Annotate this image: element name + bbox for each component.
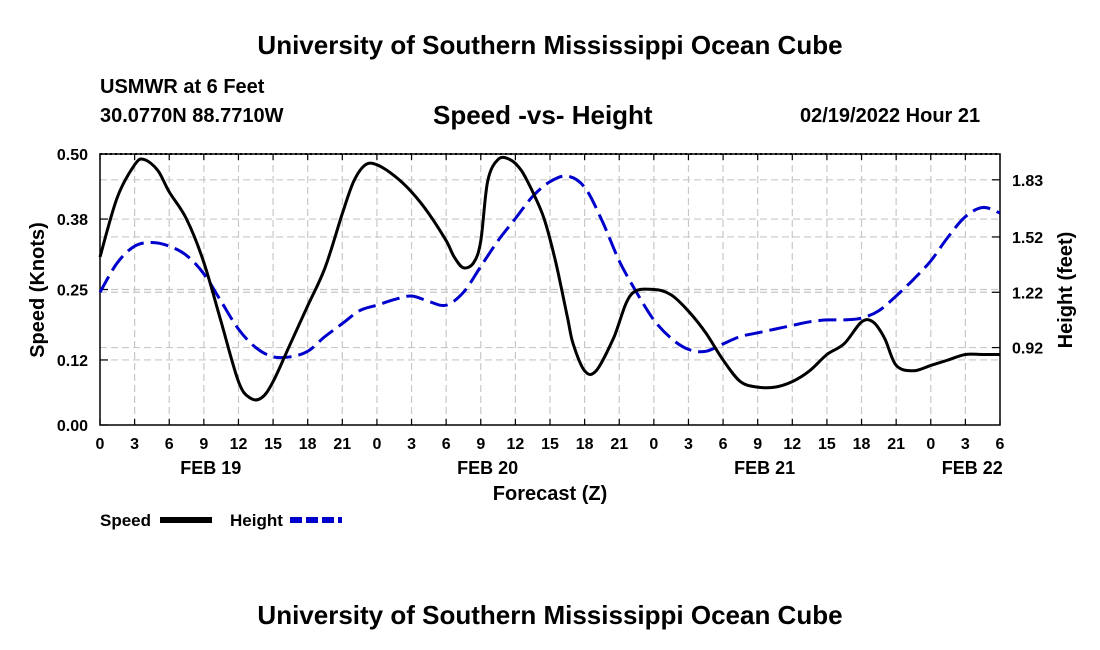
x-tick-label: 3 <box>407 436 416 453</box>
x-tick-label: 18 <box>576 436 594 453</box>
x-tick-label: 15 <box>264 436 282 453</box>
forecast-timestamp: 02/19/2022 Hour 21 <box>800 105 981 127</box>
y-tick-label: 0.50 <box>57 147 88 164</box>
x-tick-label: 12 <box>230 436 248 453</box>
main-title: University of Southern Mississippi Ocean… <box>257 30 843 60</box>
axis-labels: 0 3 6 9 12 15 18 21 0 3 6 9 12 15 18 21 0 3 6 9 12 15 18 21 0 3 6F… <box>57 147 1043 478</box>
date-label: FEB 21 <box>734 458 795 478</box>
legend: Speed Height <box>100 511 342 530</box>
y2-tick-label: 1.83 <box>1012 173 1043 190</box>
x-axis-title: Forecast (Z) <box>493 483 607 505</box>
x-tick-label: 9 <box>753 436 762 453</box>
date-label: FEB 20 <box>457 458 518 478</box>
y2-tick-label: 0.92 <box>1012 341 1043 358</box>
x-tick-label: 15 <box>818 436 836 453</box>
x-tick-label: 6 <box>996 436 1005 453</box>
grid-lines <box>100 154 1000 425</box>
x-tick-label: 15 <box>541 436 559 453</box>
y2-tick-label: 1.52 <box>1012 230 1043 247</box>
x-tick-label: 18 <box>853 436 871 453</box>
data-series <box>98 155 1001 402</box>
legend-label-height: Height <box>230 511 283 530</box>
x-tick-label: 21 <box>610 436 628 453</box>
station-name: USMWR at 6 Feet <box>100 76 265 98</box>
series-line-speed <box>98 155 1000 402</box>
y2-tick-label: 1.22 <box>1012 285 1043 302</box>
x-tick-label: 6 <box>442 436 451 453</box>
y-tick-label: 0.38 <box>57 212 88 229</box>
y-tick-label: 0.12 <box>57 353 88 370</box>
x-tick-label: 21 <box>333 436 351 453</box>
x-tick-label: 9 <box>199 436 208 453</box>
x-tick-label: 3 <box>961 436 970 453</box>
legend-label-speed: Speed <box>100 511 151 530</box>
x-tick-label: 0 <box>96 436 105 453</box>
axis-ticks <box>99 153 1001 426</box>
date-label: FEB 22 <box>942 458 1003 478</box>
x-tick-label: 6 <box>719 436 728 453</box>
x-tick-label: 6 <box>165 436 174 453</box>
x-tick-label: 0 <box>649 436 658 453</box>
y-axis-title: Speed (Knots) <box>27 222 49 358</box>
date-label: FEB 19 <box>180 458 241 478</box>
x-tick-label: 3 <box>684 436 693 453</box>
series-line-height <box>98 174 1001 360</box>
y2-axis-title: Height (feet) <box>1055 232 1077 349</box>
x-tick-label: 18 <box>299 436 317 453</box>
y-tick-label: 0.00 <box>57 418 88 435</box>
x-tick-label: 21 <box>887 436 905 453</box>
footer-title: University of Southern Mississippi Ocean… <box>257 600 843 630</box>
x-tick-label: 9 <box>476 436 485 453</box>
station-coordinates: 30.0770N 88.7710W <box>100 105 284 127</box>
x-tick-label: 3 <box>130 436 139 453</box>
x-tick-label: 0 <box>926 436 935 453</box>
x-tick-label: 0 <box>372 436 381 453</box>
x-tick-label: 12 <box>506 436 524 453</box>
x-tick-label: 12 <box>783 436 801 453</box>
y-tick-label: 0.25 <box>57 283 88 300</box>
chart-title: Speed -vs- Height <box>433 100 653 130</box>
